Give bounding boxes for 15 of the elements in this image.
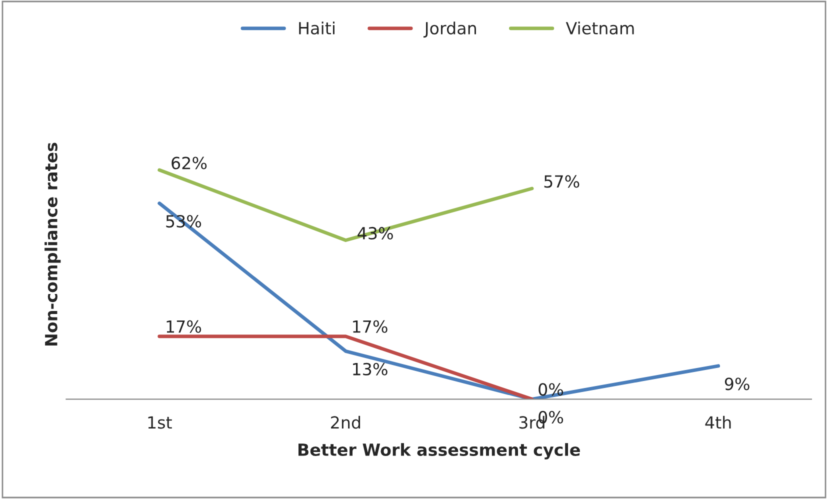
data-label: 57% [544,175,580,188]
data-label: 62% [172,156,207,170]
x-axis-title: Better Work assessment cycle [298,443,580,460]
legend-label: Jordan [424,22,476,38]
data-label: 0% [538,383,564,396]
x-tick-label: 1st [148,416,172,429]
x-tick-label: 4th [705,416,731,429]
y-axis-title: Non-compliance rates [44,142,61,346]
data-label: 17% [166,320,202,333]
legend-label: Vietnam [566,22,634,34]
data-label: 17% [353,320,388,333]
data-label: 9% [724,378,750,390]
x-tick-label: 2nd [331,416,360,429]
legend-label: Haiti [299,22,334,34]
data-label: 13% [353,362,388,376]
